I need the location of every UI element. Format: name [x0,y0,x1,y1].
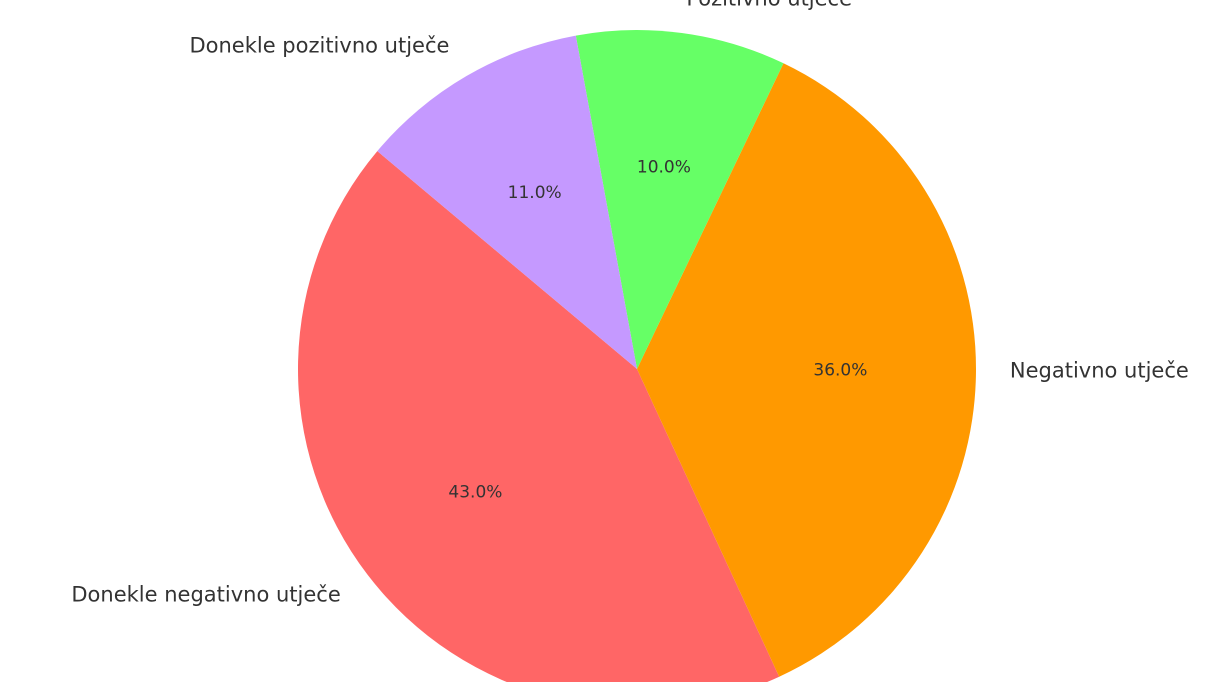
pie-slice [637,63,976,677]
slice-label: Pozitivno utječe [686,0,852,10]
percent-label: 10.0% [637,157,691,177]
pie-slice [298,151,780,682]
pie-slice [377,35,637,369]
percent-label: 11.0% [508,183,562,203]
slice-label: Donekle pozitivno utječe [189,34,449,58]
pie-slice [575,30,784,369]
percent-label: 36.0% [813,360,867,380]
percent-label: 43.0% [448,483,502,503]
slice-label: Donekle negativno utječe [71,582,340,606]
slice-label: Negativno utječe [1010,359,1189,383]
